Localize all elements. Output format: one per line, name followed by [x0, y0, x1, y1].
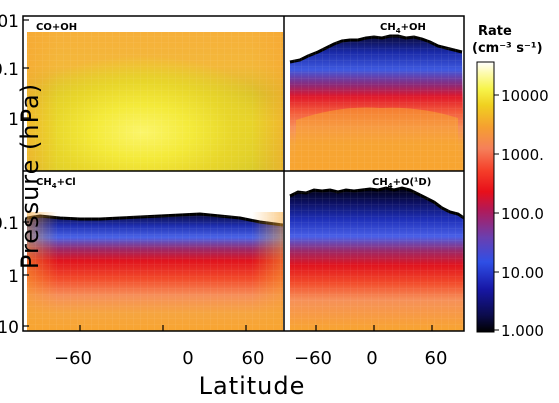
- y-tick-label-top-0: .01: [0, 12, 19, 32]
- x-tick-label-left-0: −60: [54, 348, 92, 369]
- ch4-o1d-grid: [290, 186, 464, 331]
- colorbar-tick-label-1: 1000.: [501, 146, 544, 164]
- x-tick-label-left-1: 0: [182, 348, 193, 369]
- x-tick-marks: [79, 325, 433, 331]
- colorbar: Rate (cm⁻³ s⁻¹) 10000 1000. 100.0 10.00 …: [472, 24, 549, 340]
- panel-label-co-oh: CO+OH: [36, 22, 77, 33]
- colorbar-units: (cm⁻³ s⁻¹): [472, 41, 543, 56]
- panel-ch4-cl: [26, 212, 283, 331]
- panel-label-ch4-oh: CH4+OH: [380, 22, 426, 35]
- y-tick-label-bottom-0: 0.1: [0, 214, 19, 234]
- ch4-cl-grid: [27, 212, 283, 331]
- x-tick-label-right-0: −60: [294, 348, 332, 369]
- colorbar-title: Rate: [478, 24, 512, 39]
- ch4-oh-grid: [290, 34, 464, 171]
- colorbar-tick-label-3: 10.00: [501, 264, 544, 282]
- y-tick-label-top-1: 0.1: [0, 60, 19, 80]
- x-tick-label-left-2: 60: [242, 348, 265, 369]
- panel-ch4-oh: [289, 34, 464, 171]
- y-tick-label-top-2: 1: [8, 110, 19, 130]
- x-tick-label-right-1: 0: [366, 348, 377, 369]
- y-tick-marks: [23, 19, 29, 327]
- co-oh-grid: [27, 32, 283, 171]
- panel-ch4-o1d: [289, 186, 464, 331]
- y-tick-label-bottom-1: 1: [8, 267, 19, 287]
- x-axis-label: Latitude: [199, 372, 306, 400]
- panel-label-ch4-o1d: CH4+O(¹D): [372, 177, 431, 190]
- x-tick-label-right-2: 60: [425, 348, 448, 369]
- colorbar-tick-label-4: 1.000: [501, 322, 544, 340]
- y-tick-label-bottom-2: 10: [0, 318, 19, 338]
- y-axis-label: Pressure (hPa): [16, 83, 44, 269]
- colorbar-tick-label-0: 10000: [501, 87, 549, 105]
- colorbar-tick-label-2: 100.0: [501, 205, 544, 223]
- panel-label-ch4-cl: CH4+Cl: [36, 177, 76, 190]
- colorbar-ticks: [494, 94, 499, 331]
- colorbar-scale: [476, 61, 495, 333]
- panel-co-oh: [27, 32, 283, 171]
- plot-frame: [22, 15, 465, 332]
